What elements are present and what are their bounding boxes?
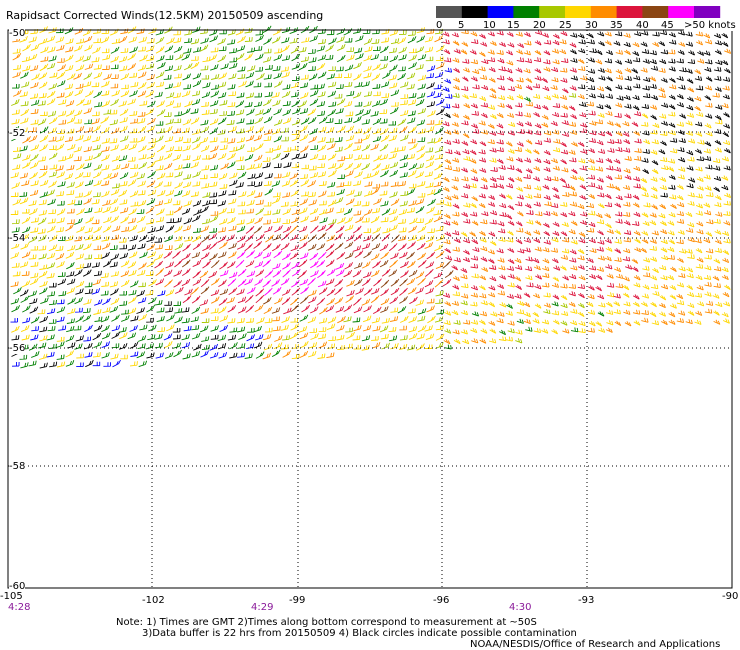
legend-swatch [565,6,592,18]
time-label-429: 4:29 [251,602,274,613]
note-line-3: NOAA/NESDIS/Office of Research and Appli… [470,639,721,650]
time-label-430: 4:30 [509,602,532,613]
lon-label-99: -99 [289,595,306,606]
note-line-1: Note: 1) Times are GMT 2)Times along bot… [116,617,537,628]
lat-label-58: -58 [9,461,26,472]
wind-barb-group [10,65,453,368]
legend-swatch [461,6,488,18]
map-frame [7,29,733,589]
legend-label-45: 45 [661,20,674,31]
lon-label-105: -105 [0,591,23,602]
wind-barb-group [154,29,642,315]
wind-barb-group [181,225,454,314]
wind-barbs-layer [10,25,732,369]
lon-label-90: -90 [722,591,739,602]
lat-label-60: -60 [9,581,26,592]
wind-speed-legend [436,6,721,18]
lon-label-96: -96 [433,595,450,606]
lat-label-50: -50 [9,28,26,39]
time-label-428: 4:28 [8,602,31,613]
legend-label-5: 5 [458,20,465,31]
lat-label-52: -52 [9,128,26,139]
legend-swatch [642,6,669,18]
legend-swatch [616,6,643,18]
legend-label-10: 10 [483,20,496,31]
legend-label-30: 30 [585,20,598,31]
lat-label-56: -56 [9,343,26,354]
lon-label-93: -93 [578,595,595,606]
note-line-2: 3)Data buffer is 22 hrs from 20150509 4)… [142,628,577,639]
legend-swatch [513,6,540,18]
legend-swatch [436,6,463,18]
wind-barb-group [11,26,585,351]
wind-barb-group [219,250,345,296]
wind-barb-group [10,27,732,360]
lat-lon-grid [8,30,732,588]
legend-swatch [668,6,695,18]
legend-label-15: 15 [507,20,520,31]
legend-label-20: 20 [533,20,546,31]
legend-swatch [590,6,617,18]
legend-label-40: 40 [636,20,649,31]
lat-label-54: -54 [9,233,26,244]
legend-swatch [487,6,514,18]
wind-barb-group [11,30,731,369]
legend-swatch [694,6,721,18]
legend-units-label: >50 knots [684,20,736,31]
legend-label-25: 25 [559,20,572,31]
legend-label-0: 0 [436,20,443,31]
lon-label-102: -102 [142,595,165,606]
map-title: Rapidsact Corrected Winds(12.5KM) 201505… [6,9,324,22]
legend-swatch [539,6,566,18]
legend-label-35: 35 [610,20,623,31]
wind-barb-group [10,25,605,369]
